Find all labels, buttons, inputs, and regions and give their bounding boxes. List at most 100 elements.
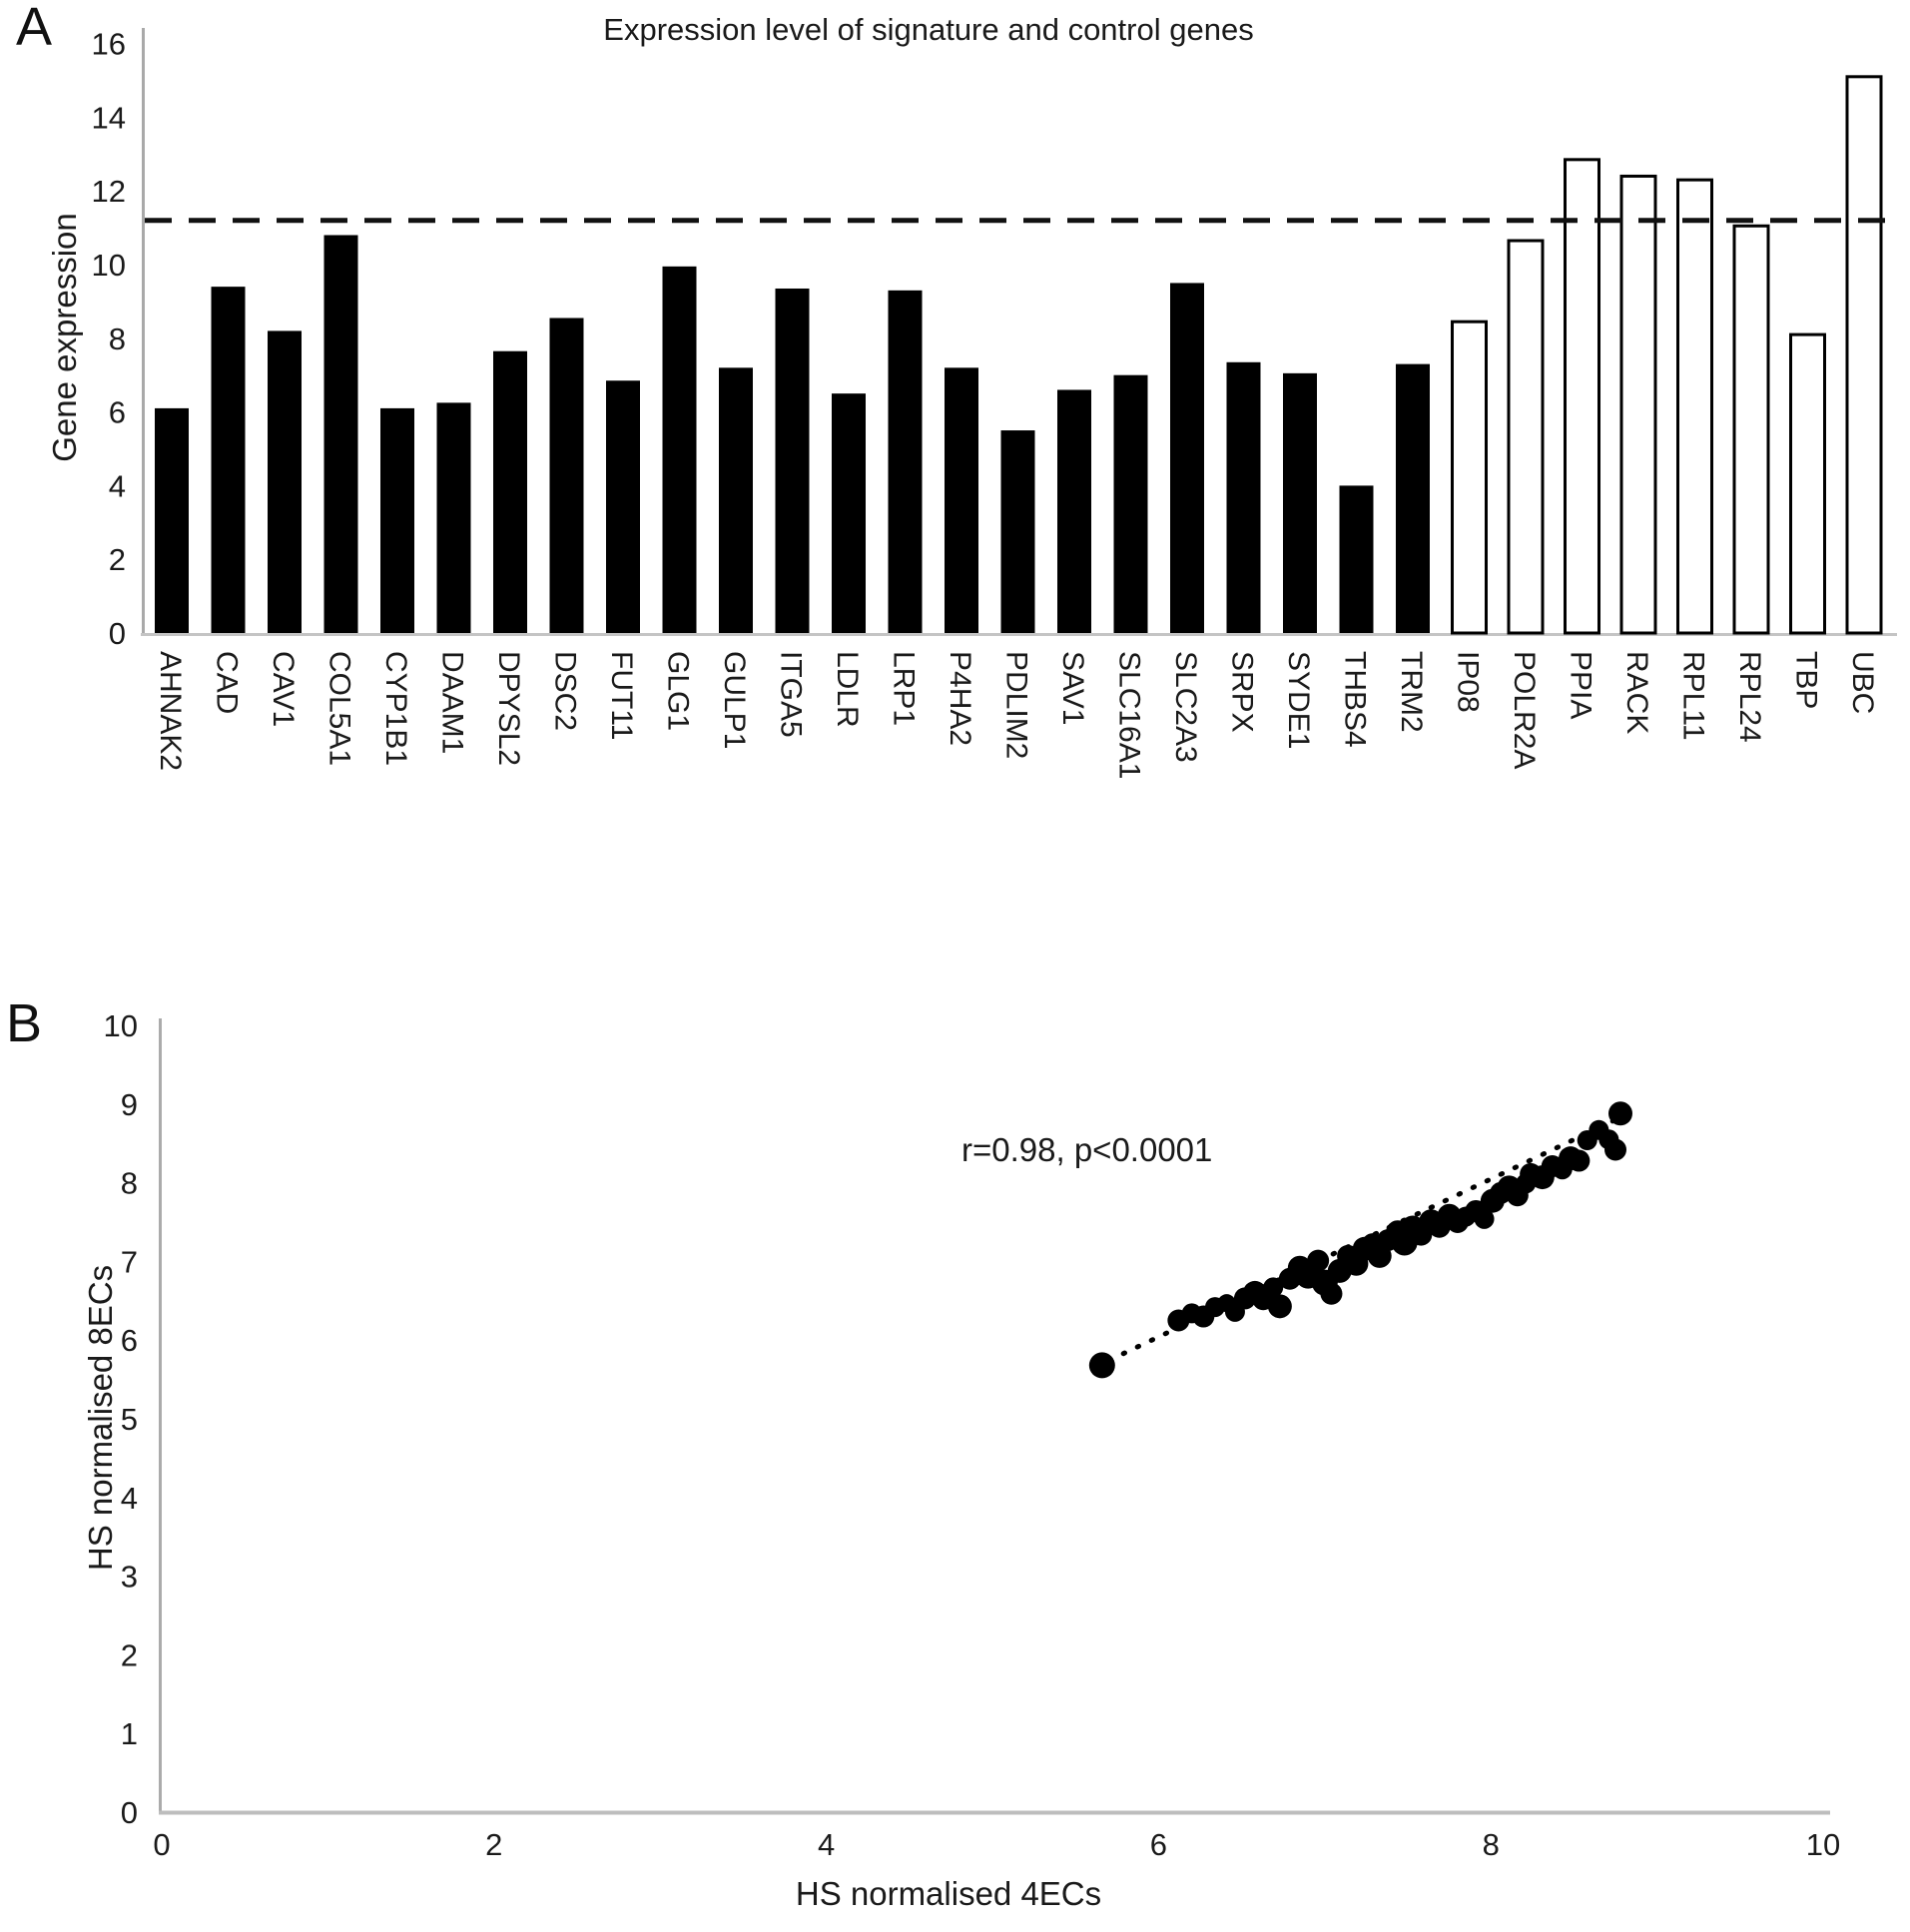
- bar-LDLR: [832, 393, 866, 633]
- x-label-DSC2: DSC2: [549, 651, 582, 731]
- x-label-RACK: RACK: [1620, 651, 1653, 734]
- a-y-tick-label: 2: [109, 542, 126, 577]
- a-y-tick-label: 6: [109, 395, 126, 430]
- bar-P4HA2: [945, 367, 978, 633]
- bar-COL5A1: [323, 235, 358, 634]
- bar-DPYSL2: [493, 350, 527, 633]
- panel-b-letter: B: [6, 993, 43, 1053]
- bar-CAD: [211, 287, 246, 633]
- bar-SLC16A1: [1113, 374, 1148, 633]
- scatter-chart-panel-b: 0 1 2 3 4 5 6 7 8 9 10 0 2 4 6 8 10 HS normalised 8ECs HS …: [82, 1008, 1840, 1912]
- b-y-tick-label: 4: [121, 1481, 138, 1516]
- bar-IP08: [1451, 320, 1488, 635]
- bar-DSC2: [549, 318, 584, 633]
- bar-SRPX: [1226, 361, 1261, 633]
- x-label-COL5A1: COL5A1: [323, 651, 356, 766]
- x-label-FUT11: FUT11: [605, 651, 638, 740]
- b-x-tick-label: 10: [1806, 1827, 1840, 1862]
- b-x-tick-label: 2: [485, 1827, 502, 1862]
- bar-TRM2: [1396, 363, 1430, 633]
- bar-TBP: [1789, 332, 1826, 635]
- bar-PDLIM2: [1000, 430, 1035, 633]
- bar-RACK: [1619, 174, 1657, 635]
- bar-POLR2A: [1507, 239, 1545, 635]
- scatter-point: [1267, 1294, 1292, 1319]
- x-label-DAAM1: DAAM1: [436, 651, 469, 754]
- b-x-axis-title: HS normalised 4ECs: [796, 1875, 1101, 1912]
- x-label-SYDE1: SYDE1: [1282, 651, 1315, 749]
- x-label-SRPX: SRPX: [1226, 651, 1259, 733]
- x-label-POLR2A: POLR2A: [1508, 651, 1541, 769]
- bar-THBS4: [1339, 485, 1374, 633]
- b-y-tick-label: 6: [121, 1323, 138, 1358]
- b-y-tick-label: 10: [104, 1008, 138, 1043]
- bar-GLG1: [662, 266, 697, 633]
- b-x-tick-label: 4: [818, 1827, 835, 1862]
- b-y-tick-label: 3: [121, 1560, 138, 1595]
- a-y-tick-label: 0: [109, 616, 126, 651]
- b-x-tick-label: 6: [1150, 1827, 1167, 1862]
- bar-GULP1: [719, 367, 753, 633]
- scatter-point: [1088, 1352, 1115, 1379]
- bar-FUT11: [606, 380, 640, 633]
- a-y-axis-title: Gene expression: [46, 213, 83, 461]
- bar-LRP1: [888, 290, 923, 633]
- x-label-ITGA5: ITGA5: [775, 651, 808, 738]
- a-y-tick-label: 14: [92, 100, 126, 135]
- x-label-SLC2A3: SLC2A3: [1169, 651, 1202, 763]
- bar-SYDE1: [1283, 372, 1317, 633]
- x-label-P4HA2: P4HA2: [944, 651, 976, 746]
- b-y-tick-label: 2: [121, 1637, 138, 1672]
- x-label-RPL24: RPL24: [1733, 651, 1766, 743]
- scatter-point: [1604, 1138, 1626, 1161]
- b-x-tick-label: 8: [1483, 1827, 1500, 1862]
- bar-ITGA5: [775, 288, 810, 633]
- bar-CAV1: [268, 330, 302, 633]
- b-y-tick-label: 5: [121, 1402, 138, 1437]
- x-label-IP08: IP08: [1452, 651, 1485, 713]
- x-label-AHNAK2: AHNAK2: [154, 651, 187, 771]
- b-y-tick-label: 7: [121, 1244, 138, 1279]
- b-y-tick-label: 1: [121, 1716, 138, 1751]
- bar-chart-panel-a: Expression level of signature and contro…: [46, 12, 1897, 779]
- x-label-LDLR: LDLR: [831, 651, 864, 728]
- x-label-DPYSL2: DPYSL2: [492, 651, 525, 766]
- scatter-point: [1607, 1101, 1632, 1126]
- scatter-point: [1263, 1277, 1284, 1298]
- bar-SAV1: [1057, 389, 1091, 633]
- bar-SLC2A3: [1170, 283, 1204, 633]
- bar-DAAM1: [436, 402, 471, 633]
- b-correlation-annotation: r=0.98, p<0.0001: [961, 1131, 1212, 1168]
- scatter-point: [1320, 1282, 1343, 1305]
- x-label-RPL11: RPL11: [1677, 651, 1710, 741]
- x-label-GLG1: GLG1: [662, 651, 695, 731]
- bar-UBC: [1845, 75, 1883, 635]
- b-y-axis-title: HS normalised 8ECs: [82, 1265, 119, 1571]
- b-y-tick-label: 0: [121, 1795, 138, 1830]
- x-label-SLC16A1: SLC16A1: [1113, 651, 1146, 779]
- x-label-LRP1: LRP1: [888, 651, 921, 726]
- bar-RPL24: [1732, 224, 1770, 635]
- x-label-UBC: UBC: [1846, 651, 1879, 714]
- a-y-tick-label: 12: [92, 174, 126, 209]
- bar-CYP1B1: [380, 407, 414, 633]
- b-y-tick-label: 9: [121, 1087, 138, 1122]
- bar-AHNAK2: [155, 407, 189, 633]
- x-label-SAV1: SAV1: [1056, 651, 1089, 726]
- a-y-tick-label: 16: [92, 27, 126, 62]
- panel-a-letter: A: [16, 0, 53, 57]
- scatter-point: [1307, 1249, 1330, 1272]
- a-chart-title: Expression level of signature and contro…: [603, 12, 1253, 47]
- a-y-tick-label: 4: [109, 468, 126, 503]
- x-label-PPIA: PPIA: [1565, 651, 1597, 719]
- x-label-CYP1B1: CYP1B1: [379, 651, 412, 766]
- x-label-THBS4: THBS4: [1339, 651, 1372, 748]
- bar-PPIA: [1564, 158, 1600, 635]
- bar-RPL11: [1676, 178, 1713, 635]
- scatter-point: [1568, 1149, 1591, 1172]
- b-x-tick-label: 0: [153, 1827, 170, 1862]
- x-label-GULP1: GULP1: [718, 651, 751, 749]
- x-label-CAV1: CAV1: [267, 651, 300, 727]
- b-y-tick-label: 8: [121, 1166, 138, 1201]
